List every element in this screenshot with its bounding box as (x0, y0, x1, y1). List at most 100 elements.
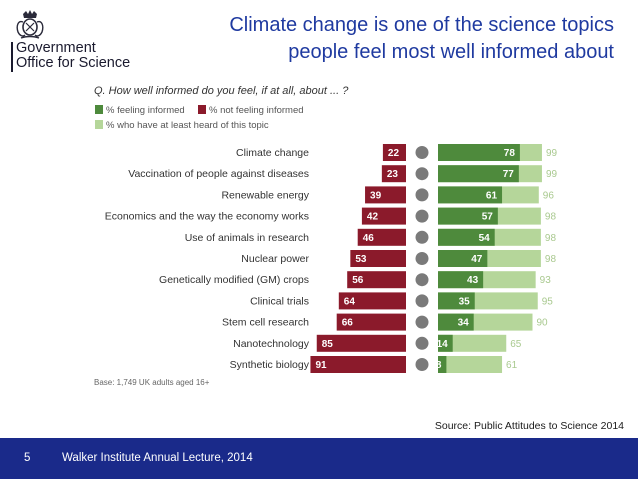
legend-informed-label: % feeling informed (106, 105, 185, 116)
footer-text: Walker Institute Annual Lecture, 2014 (62, 452, 253, 464)
label-not-informed: 53 (355, 254, 367, 265)
label-heard: 98 (545, 212, 557, 223)
bar-informed (438, 207, 498, 225)
bar-informed (438, 356, 447, 373)
crop-icon (415, 273, 429, 287)
legend-not-informed-label: % not feeling informed (209, 105, 304, 116)
label-informed: 78 (504, 148, 516, 159)
wind-turbine-icon (415, 188, 429, 202)
economy-chart-icon (415, 209, 429, 223)
bar-heard (438, 356, 503, 373)
label-heard: 93 (540, 275, 552, 286)
label-informed: 47 (471, 254, 483, 265)
syringe-icon (415, 167, 429, 181)
title-line-1: Climate change is one of the science top… (229, 14, 614, 36)
label-informed: 14 (437, 339, 449, 350)
label-heard: 98 (545, 233, 557, 244)
label-informed: 61 (486, 190, 498, 201)
label-informed: 77 (503, 169, 515, 180)
label-heard: 65 (510, 339, 522, 350)
bar-informed (438, 292, 475, 310)
label-not-informed: 39 (370, 190, 382, 201)
category-label: Synthetic biology (230, 359, 310, 371)
label-informed: 54 (479, 233, 491, 244)
department-divider (11, 42, 13, 72)
category-label: Nuclear power (241, 253, 309, 265)
label-not-informed: 46 (363, 233, 375, 244)
page-number: 5 (24, 452, 31, 464)
bar-informed (438, 186, 503, 204)
label-heard: 61 (506, 360, 518, 371)
bar-informed (438, 144, 520, 161)
bar-not-informed (365, 186, 406, 204)
label-heard: 98 (545, 254, 557, 265)
label-not-informed: 64 (344, 296, 356, 307)
label-heard: 95 (542, 296, 554, 307)
label-not-informed: 66 (342, 318, 354, 329)
label-not-informed: 42 (367, 212, 379, 223)
org-line-2: Office for Science (16, 55, 131, 71)
label-informed: 43 (467, 275, 479, 286)
bar-not-informed (347, 271, 406, 289)
category-label: Genetically modified (GM) crops (159, 274, 309, 286)
chart: Q. How well informed do you feel, if at … (94, 85, 558, 387)
label-not-informed: 85 (322, 339, 334, 350)
animal-icon (415, 230, 429, 244)
bar-heard (438, 334, 507, 352)
bar-not-informed (381, 165, 406, 183)
bar-not-informed (350, 250, 406, 267)
category-label: Nanotechnology (233, 338, 310, 350)
label-informed: 34 (458, 318, 470, 329)
bar-informed (438, 334, 453, 352)
bar-informed (438, 313, 474, 331)
bar-informed (438, 271, 484, 289)
bar-informed (438, 228, 495, 246)
bar-not-informed (310, 356, 406, 373)
title-line-2: people feel most well informed about (288, 41, 614, 63)
slide-title: Climate change is one of the science top… (229, 12, 614, 66)
source-note: Source: Public Attitudes to Science 2014 (434, 420, 624, 432)
label-informed: 57 (482, 212, 494, 223)
dna-icon (415, 358, 429, 371)
department-name: Government Office for Science (11, 40, 131, 72)
category-label: Renewable energy (221, 189, 309, 201)
label-heard: 99 (546, 148, 558, 159)
bar-not-informed (382, 144, 406, 161)
label-not-informed: 91 (315, 360, 327, 371)
category-label: Stem cell research (222, 317, 309, 329)
legend-heard-label: % who have at least heard of this topic (106, 120, 269, 131)
org-line-1: Government (16, 40, 96, 56)
bar-not-informed (336, 313, 406, 331)
bar-not-informed (361, 207, 406, 225)
bar-informed (438, 165, 519, 183)
label-informed: 8 (436, 360, 442, 371)
microscope-icon (415, 315, 429, 329)
label-informed: 35 (459, 296, 471, 307)
label-not-informed: 22 (388, 148, 400, 159)
bar-not-informed (357, 228, 406, 246)
cloud-co2-icon (415, 146, 429, 159)
nano-atom-icon (415, 336, 429, 350)
clinical-icon (415, 294, 429, 308)
label-heard: 90 (537, 318, 549, 329)
category-label: Clinical trials (250, 295, 309, 307)
category-label: Vaccination of people against diseases (128, 168, 309, 180)
chart-base-note: Base: 1,749 UK adults aged 16+ (94, 378, 210, 387)
bar-not-informed (316, 334, 406, 352)
label-not-informed: 23 (387, 169, 399, 180)
category-label: Economics and the way the economy works (105, 211, 309, 223)
chart-question: Q. How well informed do you feel, if at … (94, 85, 349, 97)
nuclear-plant-icon (415, 252, 429, 265)
bar-informed (438, 250, 488, 267)
category-label: Use of animals in research (185, 232, 309, 244)
footer-bar: 5 Walker Institute Annual Lecture, 2014 (0, 438, 638, 479)
legend-swatch-heard (95, 120, 103, 129)
category-label: Climate change (236, 147, 309, 159)
royal-crest-icon (16, 10, 44, 39)
label-not-informed: 56 (352, 275, 364, 286)
bar-not-informed (338, 292, 406, 310)
label-heard: 99 (546, 169, 558, 180)
label-heard: 96 (543, 190, 555, 201)
legend-swatch-not-informed (198, 105, 206, 114)
legend-swatch-informed (95, 105, 103, 114)
